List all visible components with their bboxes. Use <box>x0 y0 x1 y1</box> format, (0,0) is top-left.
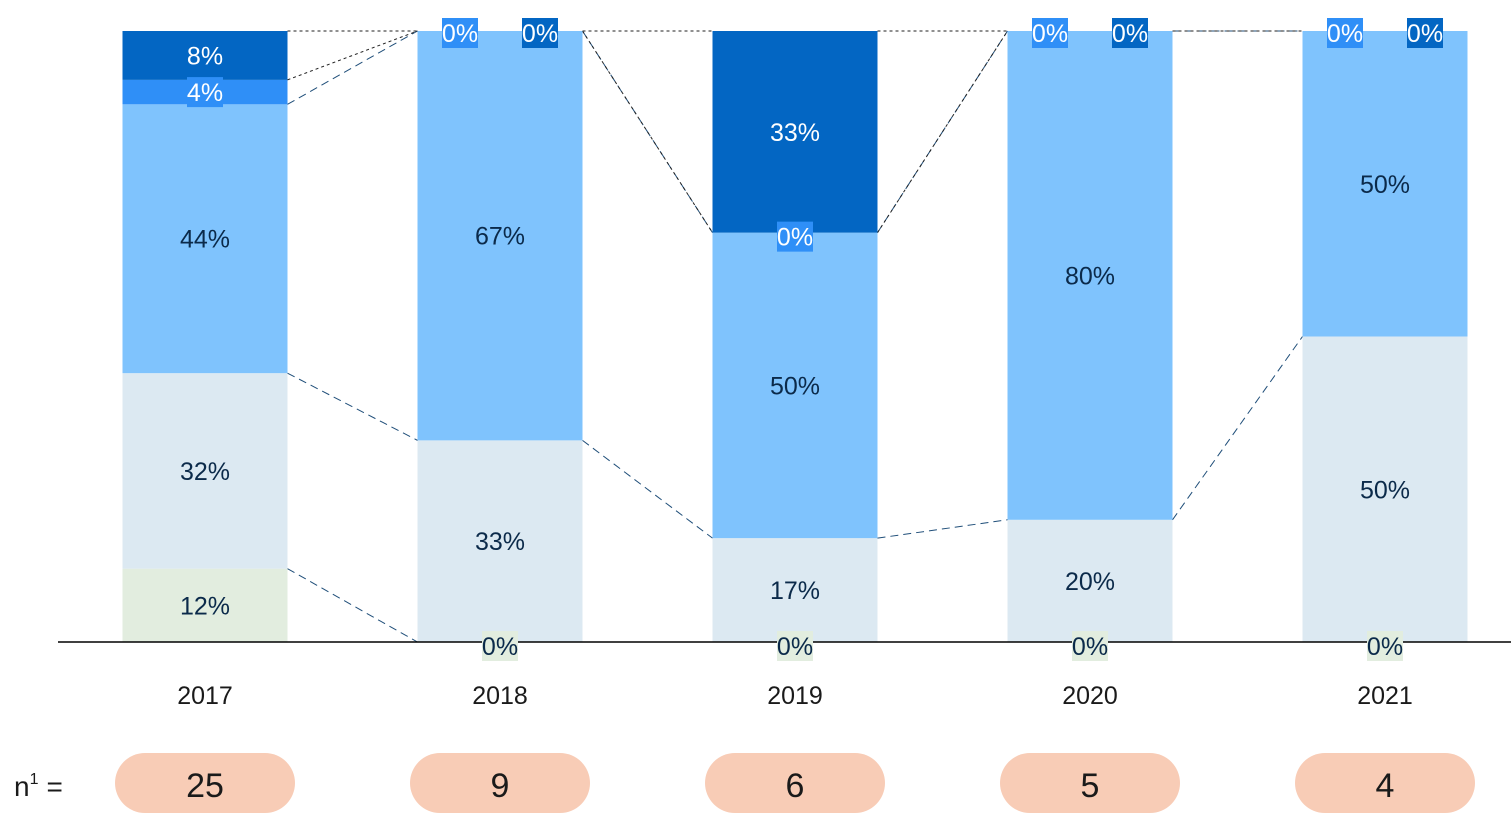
connector-line <box>582 439 713 539</box>
segment-label-box <box>1327 18 1363 48</box>
sample-size-row: n1 = 25 9 6 5 4 <box>14 753 1475 813</box>
n-value: 25 <box>186 767 224 805</box>
segment-label: 0% <box>1407 20 1443 48</box>
connector-line <box>582 30 713 233</box>
segment-label: 50% <box>1360 476 1410 504</box>
segment-label: 8% <box>187 42 223 70</box>
segment-label-box <box>1072 631 1108 661</box>
x-tick-label: 2020 <box>1062 682 1118 710</box>
connector-line <box>877 30 1008 233</box>
segment-label: 50% <box>770 372 820 400</box>
bar-segment <box>1302 336 1468 642</box>
segment-label: 0% <box>777 224 813 252</box>
bar-segment <box>122 104 288 374</box>
n-value: 6 <box>786 767 805 805</box>
segment-label-box <box>522 18 558 48</box>
segment-label-box <box>1367 631 1403 661</box>
n-value-pill <box>1295 753 1475 813</box>
n-superscript: 1 <box>30 771 39 788</box>
n-value-pill <box>705 753 885 813</box>
n-value-pill <box>1000 753 1180 813</box>
bar-segments <box>122 31 1468 642</box>
segment-label-box <box>1032 18 1068 48</box>
x-tick-label: 2019 <box>767 682 823 710</box>
n-prefix-text: n <box>14 771 30 802</box>
segment-label: 33% <box>475 528 525 556</box>
n-equals-text: = <box>46 771 62 802</box>
segment-label: 17% <box>770 577 820 605</box>
segment-label: 0% <box>1072 633 1108 661</box>
segment-label-box <box>187 77 223 108</box>
n-prefix-label: n1 = <box>14 771 63 802</box>
n-value-pill <box>115 753 295 813</box>
n-value-pill <box>410 753 590 813</box>
x-tick-label: 2017 <box>177 682 233 710</box>
bar-segment <box>417 31 583 441</box>
segment-label-box <box>777 631 813 661</box>
segment-label-box <box>442 18 478 48</box>
segment-label: 0% <box>442 20 478 48</box>
connector-line <box>877 519 1008 539</box>
connector-line <box>287 30 418 105</box>
segment-labels: 12% 32% 44% 4% 8% 0% 33% 67% 0% 0% 0% 17% 50% 0% 33% 0%… <box>180 18 1443 661</box>
x-axis-ticks: 2017 2018 2019 2020 2021 <box>177 682 1413 710</box>
segment-label: 12% <box>180 592 230 620</box>
segment-label: 0% <box>522 20 558 48</box>
x-tick-label: 2018 <box>472 682 528 710</box>
segment-label: 0% <box>1367 633 1403 661</box>
bar-segment <box>417 440 583 642</box>
connector-line <box>287 30 418 81</box>
segment-label: 0% <box>1032 20 1068 48</box>
segment-label: 0% <box>777 633 813 661</box>
segment-label: 32% <box>180 458 230 486</box>
segment-label-box <box>1112 18 1148 48</box>
n-value: 4 <box>1376 767 1395 805</box>
segment-label: 20% <box>1065 568 1115 596</box>
segment-label: 0% <box>1112 20 1148 48</box>
bar-segment <box>122 568 288 642</box>
bar-segment <box>122 373 288 569</box>
n-value: 9 <box>491 767 510 805</box>
segment-label-box <box>482 631 518 661</box>
bar-segment <box>1007 31 1173 520</box>
bar-segment <box>1302 31 1468 337</box>
segment-label: 67% <box>475 223 525 251</box>
segment-label: 33% <box>770 119 820 147</box>
bar-segment <box>712 232 878 539</box>
segment-label-box <box>777 221 813 252</box>
segment-label: 50% <box>1360 171 1410 199</box>
segment-label: 80% <box>1065 262 1115 290</box>
connector-line <box>1172 336 1303 521</box>
connector-line <box>287 372 418 441</box>
segment-label: 0% <box>482 633 518 661</box>
segment-label: 44% <box>180 226 230 254</box>
x-tick-label: 2021 <box>1357 682 1413 710</box>
bar-segment <box>1007 519 1173 642</box>
segment-label: 4% <box>187 79 223 107</box>
segment-label: 0% <box>1327 20 1363 48</box>
connector-line <box>287 568 418 643</box>
bar-segment <box>712 31 878 233</box>
bar-segment <box>122 31 288 80</box>
bar-segment <box>712 538 878 642</box>
segment-label-box <box>1407 18 1443 48</box>
n-value: 5 <box>1081 767 1100 805</box>
